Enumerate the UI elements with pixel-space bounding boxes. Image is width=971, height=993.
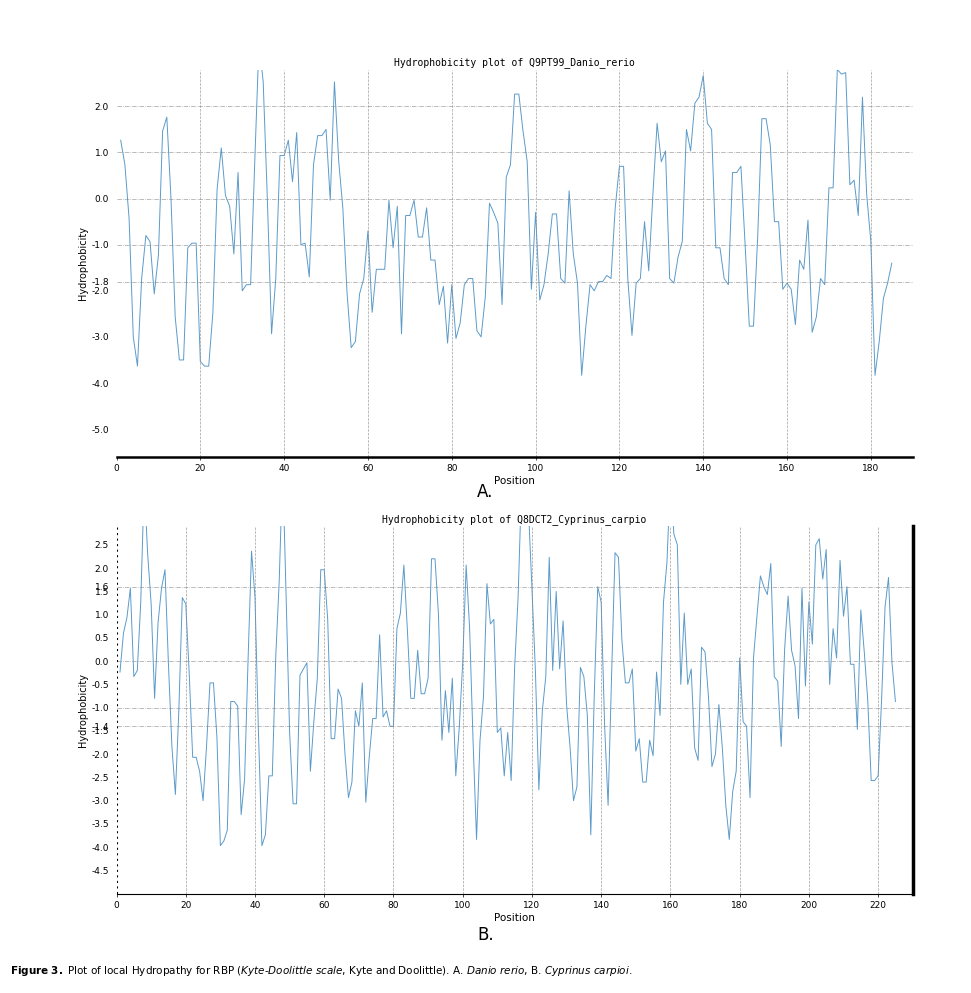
Y-axis label: Hydrophobicity: Hydrophobicity [79,226,88,300]
Text: A.: A. [478,483,493,500]
X-axis label: Position: Position [494,477,535,487]
Title: Hydrophobicity plot of Q8DCT2_Cyprinus_carpio: Hydrophobicity plot of Q8DCT2_Cyprinus_c… [383,514,647,525]
X-axis label: Position: Position [494,914,535,923]
Text: $\bf{Figure\ 3.}$ Plot of local Hydropathy for RBP ($\it{Kyte}$-$\it{Doolittle\ : $\bf{Figure\ 3.}$ Plot of local Hydropat… [10,963,632,978]
Y-axis label: Hydrophobicity: Hydrophobicity [79,673,88,747]
Title: Hydrophobicity plot of Q9PT99_Danio_rerio: Hydrophobicity plot of Q9PT99_Danio_reri… [394,58,635,69]
Text: B.: B. [477,926,494,944]
